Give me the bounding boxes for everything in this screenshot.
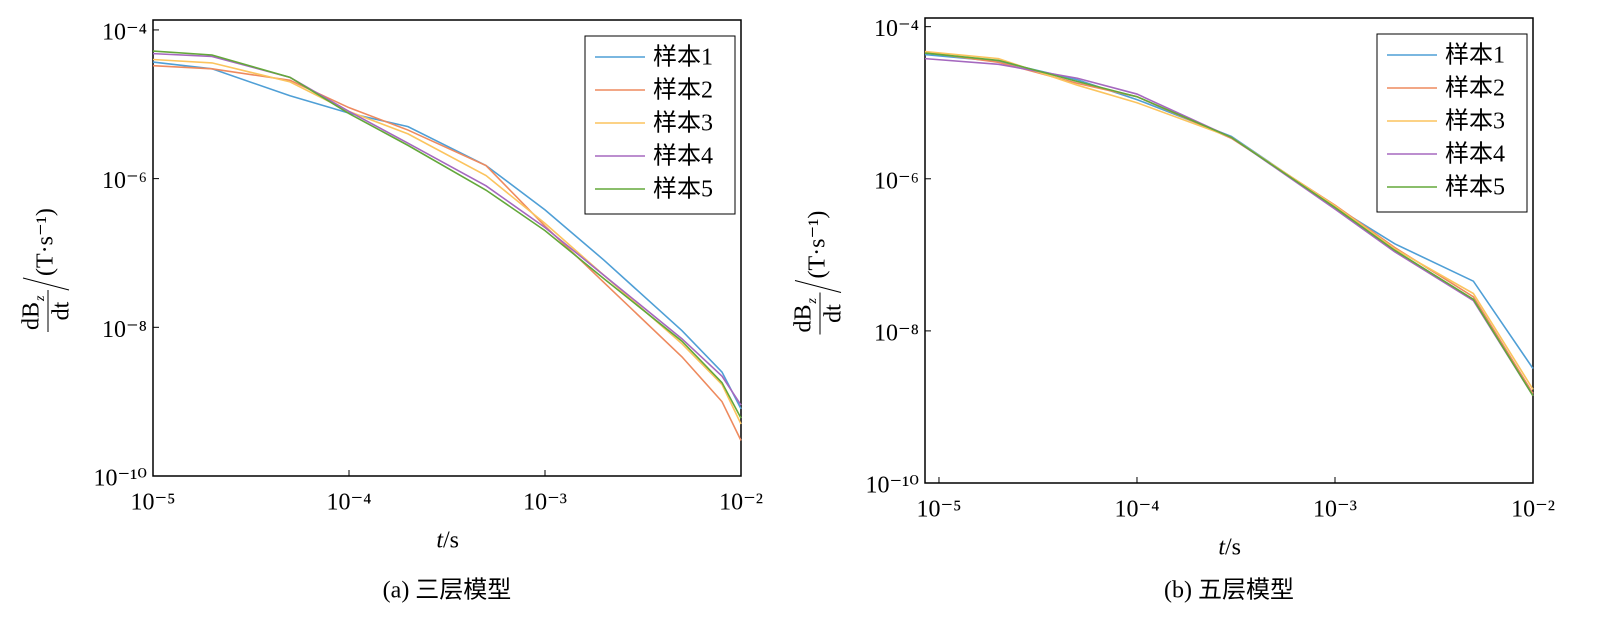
legend-label: 样本4 [653,143,713,170]
y-tick-label: 10⁻⁶ [102,168,147,194]
legend-label: 样本2 [1445,75,1505,102]
y-tick-label: 10⁻¹⁰ [866,473,919,499]
chart: 10⁻⁵ 10⁻⁴ 10⁻³ 10⁻² 10⁻¹⁰ 10⁻⁸ 10⁻⁶ 10⁻⁴ 样本1 样本2 样… [791,16,1555,603]
y-label-unit: (T·s⁻¹) [33,208,59,276]
x-tick-label: 10⁻⁴ [326,490,371,516]
y-label-numerator: dB [19,302,45,330]
fraction-slash [22,277,70,291]
x-tick-label: 10⁻⁴ [1114,497,1159,523]
y-label-numerator: dB [791,304,817,332]
legend-label: 样本3 [653,110,713,137]
y-label-subscript: z [805,298,820,305]
y-tick-label: 10⁻⁴ [102,19,147,45]
plot-frame [924,17,1534,484]
y-tick-label: 10⁻⁶ [874,168,919,194]
series-line [924,52,1534,397]
y-label-denominator: dt [821,304,847,323]
legend-label: 样本1 [1445,42,1505,69]
y-label-subscript: z [33,295,48,302]
legend-label: 样本3 [1445,108,1505,135]
x-tick-label: 10⁻³ [523,490,567,516]
series-line [152,58,742,425]
y-label-unit: (T·s⁻¹) [805,211,831,279]
fraction-slash [794,280,842,293]
x-label-unit: /s [443,528,459,554]
legend-label: 样本5 [653,176,713,203]
plot-frame [152,19,742,477]
caption: (b) 五层模型 [1164,577,1294,604]
y-tick-label: 10⁻⁸ [102,317,147,343]
x-tick-label: 10⁻⁵ [130,490,175,516]
x-tick-label: 10⁻² [1511,497,1555,523]
x-tick-label: 10⁻³ [1313,497,1357,523]
y-tick-label: 10⁻⁴ [874,16,919,42]
x-tick-label: 10⁻² [719,490,763,516]
x-label-variable: t [436,528,444,554]
chart: 10⁻⁵ 10⁻⁴ 10⁻³ 10⁻² 10⁻¹⁰ 10⁻⁸ 10⁻⁶ 10⁻⁴ 样本1 样本2 样… [19,19,763,604]
legend-box [584,35,736,215]
legend-label: 样本5 [1445,174,1505,201]
x-tick-label: 10⁻⁵ [916,497,961,523]
series-line [152,64,742,441]
legend-label: 样本1 [653,44,713,71]
y-tick-label: 10⁻¹⁰ [94,466,147,492]
legend-box [1376,33,1528,213]
legend-label: 样本4 [1445,141,1505,168]
y-label-denominator: dt [49,301,75,320]
y-tick-label: 10⁻⁸ [874,320,919,346]
caption: (a) 三层模型 [383,577,512,604]
legend-label: 样本2 [653,77,713,104]
series-line [152,50,742,419]
x-label-variable: t [1218,535,1226,561]
x-label-unit: /s [1225,535,1241,561]
